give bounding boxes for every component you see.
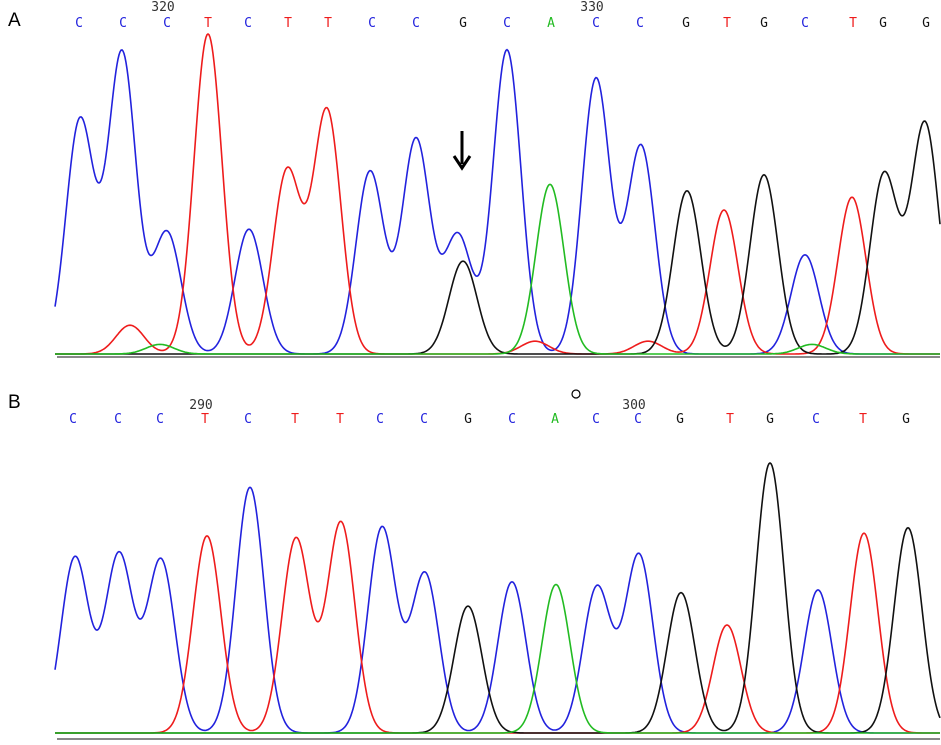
base-call-label: G (766, 412, 774, 427)
base-call-label: G (760, 16, 768, 31)
base-call-label: G (879, 16, 887, 31)
position-number-label: 290 (189, 398, 212, 413)
base-call-label: C (114, 412, 122, 427)
base-call-label: C (244, 16, 252, 31)
base-call-label: T (201, 412, 209, 427)
trace-c (54, 486, 940, 734)
base-call-label: C (75, 16, 83, 31)
base-call-label: T (291, 412, 299, 427)
base-call-label: T (859, 412, 867, 427)
base-call-label: T (324, 16, 332, 31)
panel-a-label: A (8, 10, 21, 31)
base-call-label: C (156, 412, 164, 427)
base-call-label: C (412, 16, 420, 31)
base-call-label: C (244, 412, 252, 427)
position-number-label: 320 (151, 0, 174, 15)
base-call-label: C (420, 412, 428, 427)
mutation-arrow-icon (452, 155, 472, 171)
base-call-label: C (69, 412, 77, 427)
base-call-label: C (812, 412, 820, 427)
base-call-label: C (801, 16, 809, 31)
base-call-label: T (336, 412, 344, 427)
position-number-label: 330 (580, 0, 603, 15)
panel-b-chromatogram: C C C T C T T C C G C A C C G T G C T G 290 300 (54, 389, 941, 740)
base-call-label: T (726, 412, 734, 427)
base-call-label: C (592, 16, 600, 31)
trace-t (55, 32, 940, 355)
base-call-label: C (368, 16, 376, 31)
base-call-label: C (163, 16, 171, 31)
panel-b-label: B (8, 392, 21, 413)
position-number-label: 300 (622, 398, 645, 413)
base-call-label: G (676, 412, 684, 427)
base-call-label: G (682, 16, 690, 31)
base-call-label: T (204, 16, 212, 31)
base-call-label: G (922, 16, 930, 31)
base-call-label: T (284, 16, 292, 31)
panel-a-chromatogram: C C C T C T T C C G C A C C G T G C T G G 320 330 (54, 0, 941, 358)
base-call-label: C (119, 16, 127, 31)
trace-g (55, 462, 941, 734)
trace-a (55, 583, 940, 734)
base-call-label: T (723, 16, 731, 31)
base-call-label: C (592, 412, 600, 427)
base-call-label: A (547, 16, 555, 31)
base-call-label: A (551, 412, 559, 427)
trace-c (54, 48, 940, 355)
base-call-label: G (459, 16, 467, 31)
marker-circle-icon (571, 389, 581, 399)
base-call-label: G (902, 412, 910, 427)
base-call-label: C (376, 412, 384, 427)
base-call-label: C (503, 16, 511, 31)
base-call-label: C (634, 412, 642, 427)
base-call-label: T (849, 16, 857, 31)
base-call-label: C (508, 412, 516, 427)
trace-a (55, 183, 940, 355)
base-call-label: G (464, 412, 472, 427)
base-call-label: C (636, 16, 644, 31)
